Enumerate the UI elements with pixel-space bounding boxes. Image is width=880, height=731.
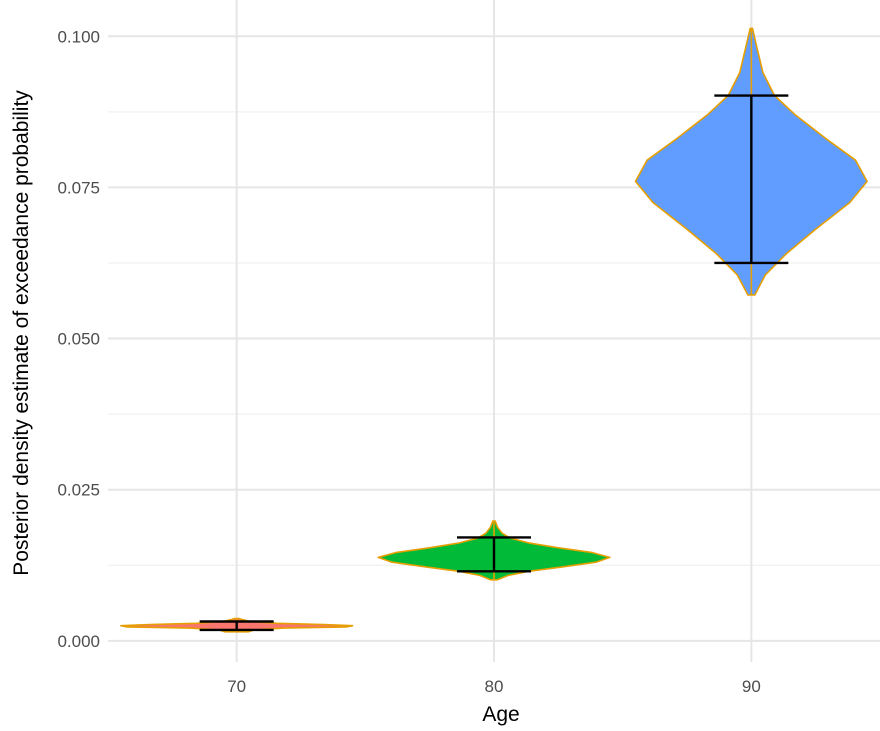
x-axis-title: Age (482, 703, 519, 726)
x-tick-label: 70 (227, 677, 246, 696)
y-tick-label: 0.000 (57, 632, 100, 651)
x-tick-label: 80 (485, 677, 504, 696)
y-tick-label: 0.100 (57, 27, 100, 46)
x-tick-label: 90 (742, 677, 761, 696)
y-tick-label: 0.075 (57, 178, 100, 197)
y-axis-title: Posterior density estimate of exceedance… (10, 90, 33, 576)
y-tick-label: 0.050 (57, 330, 100, 349)
y-tick-label: 0.025 (57, 481, 100, 500)
